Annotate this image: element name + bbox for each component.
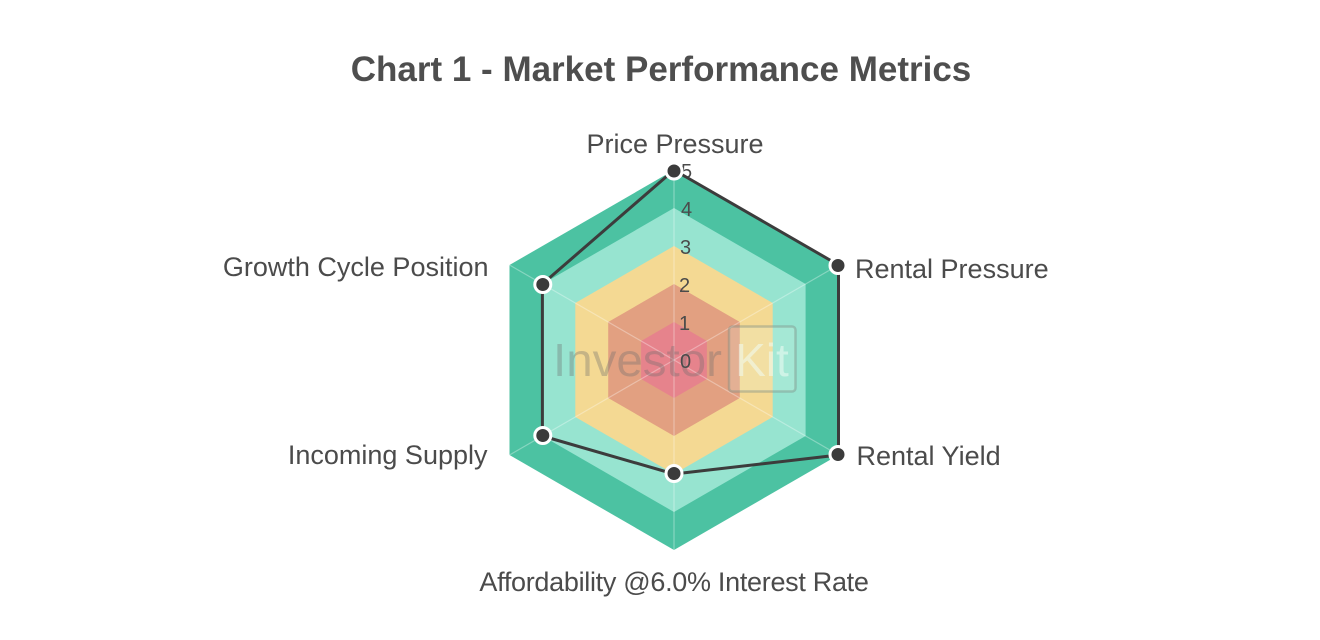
svg-text:Affordability @6.0% Interest R: Affordability @6.0% Interest Rate [479, 567, 868, 597]
svg-text:0: 0 [680, 351, 691, 373]
svg-text:Rental Pressure: Rental Pressure [855, 254, 1049, 284]
svg-text:2: 2 [679, 275, 690, 297]
svg-text:Growth Cycle Position: Growth Cycle Position [223, 252, 489, 282]
svg-text:4: 4 [681, 199, 692, 221]
svg-text:3: 3 [680, 237, 691, 259]
svg-text:5: 5 [681, 161, 692, 183]
svg-text:Incoming Supply: Incoming Supply [288, 440, 488, 470]
svg-text:Investor: Investor [553, 334, 722, 386]
svg-text:Rental Yield: Rental Yield [857, 441, 1001, 471]
svg-text:1: 1 [679, 313, 690, 335]
svg-text:Chart 1 - Market Performance M: Chart 1 - Market Performance Metrics [351, 50, 972, 89]
svg-text:Kit: Kit [735, 334, 789, 386]
svg-text:Price Pressure: Price Pressure [586, 129, 763, 159]
